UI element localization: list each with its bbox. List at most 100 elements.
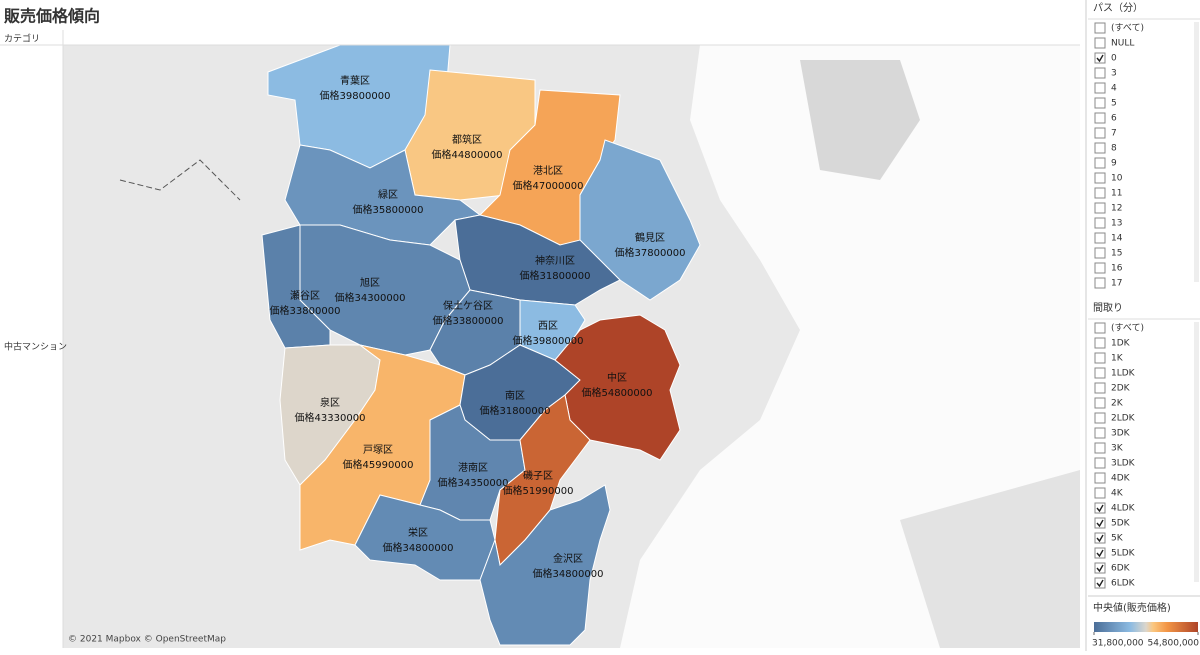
checkbox[interactable] — [1094, 247, 1106, 259]
checkbox[interactable] — [1094, 517, 1106, 529]
checkbox[interactable] — [1094, 442, 1106, 454]
filter-item[interactable]: (すべて) — [1111, 23, 1144, 34]
filter-item[interactable]: 2DK — [1111, 384, 1131, 394]
region-label: 価格39800000 — [320, 89, 391, 102]
region[interactable] — [261, 224, 331, 349]
filter-item[interactable]: 3 — [1111, 69, 1117, 79]
filters: パス（分） (すべて) NULL 0 3 4 5 6 7 8 9 10 11 12 13 14 15 16 17 間取… — [1088, 2, 1200, 649]
filter-item[interactable]: 6LDK — [1111, 579, 1136, 589]
region[interactable] — [579, 139, 701, 301]
checkmark — [1096, 534, 1104, 543]
checkbox[interactable] — [1094, 322, 1106, 334]
filter-item[interactable]: 2K — [1111, 399, 1124, 409]
checkbox[interactable] — [1094, 142, 1106, 154]
region-label: 価格34350000 — [438, 476, 509, 489]
filter-item[interactable]: 1K — [1111, 354, 1124, 364]
region-name: 保土ケ谷区 — [443, 299, 493, 312]
boundary — [119, 159, 241, 201]
filter-item[interactable]: 16 — [1111, 264, 1123, 274]
region-label: 価格31800000 — [480, 404, 551, 417]
filter-item[interactable]: 3DK — [1111, 429, 1131, 439]
filter-item[interactable]: 1LDK — [1111, 369, 1136, 379]
region-name: 神奈川区 — [535, 254, 575, 267]
checkbox[interactable] — [1094, 577, 1106, 589]
checkbox[interactable] — [1094, 367, 1106, 379]
filter-item[interactable]: 4K — [1111, 489, 1124, 499]
checkbox[interactable] — [1094, 487, 1106, 499]
checkbox[interactable] — [1094, 457, 1106, 469]
filter-item[interactable]: 14 — [1111, 234, 1123, 244]
region-name: 鶴見区 — [635, 231, 665, 244]
filter-item[interactable]: (すべて) — [1111, 323, 1144, 334]
checkmark — [1096, 504, 1104, 513]
checkbox[interactable] — [1094, 217, 1106, 229]
checkbox[interactable] — [1094, 547, 1106, 559]
filter-item[interactable]: 3LDK — [1111, 459, 1136, 469]
checkbox[interactable] — [1094, 382, 1106, 394]
filter-item[interactable]: 10 — [1111, 174, 1123, 184]
checkmark — [1096, 549, 1104, 558]
checkbox[interactable] — [1094, 532, 1106, 544]
checkbox[interactable] — [1094, 37, 1106, 49]
scrollbar — [1194, 22, 1199, 282]
filter-item[interactable]: 17 — [1111, 279, 1122, 289]
filter-item[interactable]: 15 — [1111, 249, 1122, 259]
region[interactable] — [479, 484, 611, 646]
region[interactable] — [404, 69, 536, 201]
filter-item[interactable]: 9 — [1111, 159, 1117, 169]
checkbox[interactable] — [1094, 172, 1106, 184]
checkmark — [1096, 579, 1104, 588]
land — [900, 470, 1080, 648]
filter-item[interactable]: 4LDK — [1111, 504, 1136, 514]
checkbox[interactable] — [1094, 397, 1106, 409]
filter-item[interactable]: 6DK — [1111, 564, 1131, 574]
checkbox[interactable] — [1094, 97, 1106, 109]
region-name: 南区 — [505, 389, 525, 402]
filter-item[interactable]: 4 — [1111, 84, 1117, 94]
filter-item[interactable]: 4DK — [1111, 474, 1131, 484]
filter-item[interactable]: 0 — [1111, 54, 1117, 64]
checkbox[interactable] — [1094, 202, 1106, 214]
checkbox[interactable] — [1094, 82, 1106, 94]
region-label: 価格47000000 — [513, 179, 584, 192]
checkbox[interactable] — [1094, 562, 1106, 574]
checkbox[interactable] — [1094, 262, 1106, 274]
filter-item[interactable]: 8 — [1111, 144, 1117, 154]
checkbox[interactable] — [1094, 157, 1106, 169]
checkbox[interactable] — [1094, 352, 1106, 364]
checkbox[interactable] — [1094, 67, 1106, 79]
filter-item[interactable]: 7 — [1111, 129, 1117, 139]
checkbox[interactable] — [1094, 427, 1106, 439]
filter-item[interactable]: 5LDK — [1111, 549, 1136, 559]
filter-item[interactable]: 13 — [1111, 219, 1122, 229]
checkbox[interactable] — [1094, 127, 1106, 139]
filter-item[interactable]: 5K — [1111, 534, 1124, 544]
checkbox[interactable] — [1094, 277, 1106, 289]
filter-item[interactable]: 5DK — [1111, 519, 1131, 529]
checkbox[interactable] — [1094, 112, 1106, 124]
checkbox[interactable] — [1094, 22, 1106, 34]
region-label: 価格37800000 — [615, 246, 686, 259]
filter-item[interactable]: 2LDK — [1111, 414, 1136, 424]
filter-item[interactable]: 1DK — [1111, 339, 1131, 349]
checkbox[interactable] — [1094, 52, 1106, 64]
checkbox[interactable] — [1094, 232, 1106, 244]
filter-item[interactable]: NULL — [1111, 39, 1134, 49]
checkbox[interactable] — [1094, 412, 1106, 424]
checkbox[interactable] — [1094, 502, 1106, 514]
sea — [620, 45, 1080, 648]
filter-item[interactable]: 11 — [1111, 189, 1122, 199]
checkbox[interactable] — [1094, 472, 1106, 484]
filter-item[interactable]: 3K — [1111, 444, 1124, 454]
filter-item[interactable]: 6 — [1111, 114, 1117, 124]
scrollbar — [1194, 322, 1199, 582]
checkbox[interactable] — [1094, 187, 1106, 199]
filter-item[interactable]: 12 — [1111, 204, 1122, 214]
filter-item[interactable]: 5 — [1111, 99, 1117, 109]
region-label: 価格51990000 — [503, 484, 574, 497]
region-name: 青葉区 — [340, 74, 370, 87]
checkbox[interactable] — [1094, 337, 1106, 349]
region-name: 旭区 — [360, 277, 380, 289]
